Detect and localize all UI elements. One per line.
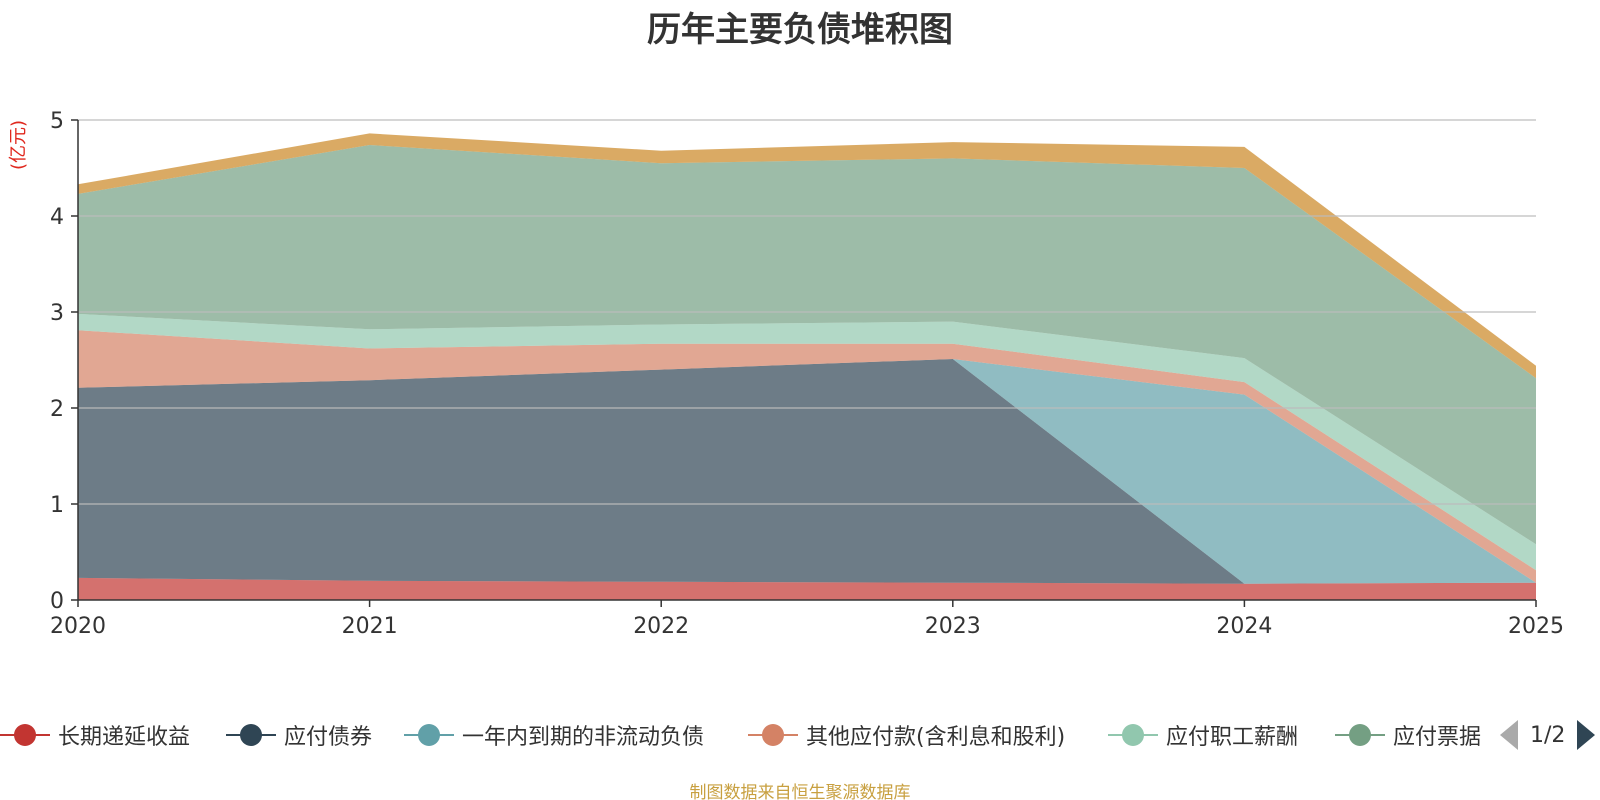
x-tick-label-2021: 2021 bbox=[342, 614, 398, 639]
y-tick-label-1: 1 bbox=[50, 493, 64, 518]
y-tick-label-5: 5 bbox=[50, 109, 64, 134]
legend-label: 一年内到期的非流动负债 bbox=[462, 725, 705, 750]
legend-items: 长期递延收益 应付债券 一年内到期的非流动负债 其他应付款(含利息和股利) 应付职工薪酬… bbox=[0, 718, 1482, 752]
source-note: 制图数据来自恒生聚源数据库 bbox=[689, 783, 911, 800]
legend-marker-icon bbox=[404, 718, 454, 752]
legend-marker-icon bbox=[748, 718, 798, 752]
legend-page-indicator: 1/2 bbox=[1530, 722, 1566, 748]
legend-prev-page-icon[interactable] bbox=[1500, 720, 1518, 750]
legend-item-1[interactable]: 应付债券 bbox=[226, 718, 372, 752]
legend-marker-icon bbox=[1108, 718, 1158, 752]
y-tick-label-3: 3 bbox=[50, 301, 64, 326]
y-axis-unit-label: (亿元) bbox=[8, 120, 29, 170]
stacked-area-chart: 0 1 2 3 4 5 2020 2021 2022 2023 2024 2025 (亿元) bbox=[8, 109, 1564, 639]
legend-next-page-icon[interactable] bbox=[1577, 720, 1596, 750]
legend-marker-icon bbox=[1335, 718, 1385, 752]
legend-item-4[interactable]: 应付职工薪酬 bbox=[1108, 718, 1298, 752]
legend-marker-icon bbox=[0, 718, 50, 752]
chart-title: 历年主要负债堆积图 bbox=[647, 10, 953, 50]
legend-marker-icon bbox=[226, 718, 276, 752]
x-tick-label-2022: 2022 bbox=[633, 614, 689, 639]
legend-label: 应付债券 bbox=[284, 725, 373, 750]
legend-item-5[interactable]: 应付票据 bbox=[1335, 718, 1481, 752]
legend-item-2[interactable]: 一年内到期的非流动负债 bbox=[404, 718, 704, 752]
legend-label: 其他应付款(含利息和股利) bbox=[806, 725, 1066, 750]
x-tick-label-2024: 2024 bbox=[1216, 614, 1272, 639]
area-series-1 bbox=[78, 359, 1536, 584]
area-series-3 bbox=[78, 330, 1536, 583]
y-tick-label-4: 4 bbox=[50, 205, 64, 230]
legend-label: 应付票据 bbox=[1393, 725, 1482, 750]
x-tick-label-2025: 2025 bbox=[1508, 614, 1564, 639]
legend-item-3[interactable]: 其他应付款(含利息和股利) bbox=[748, 718, 1065, 752]
legend-pager: 1/2 bbox=[1500, 718, 1596, 752]
x-tick-label-2023: 2023 bbox=[925, 614, 981, 639]
x-tick-label-2020: 2020 bbox=[50, 614, 106, 639]
area-series-0 bbox=[78, 577, 1536, 600]
legend-label: 应付职工薪酬 bbox=[1166, 725, 1299, 750]
area-series-5 bbox=[78, 145, 1536, 545]
legend-label: 长期递延收益 bbox=[58, 725, 191, 750]
y-tick-label-0: 0 bbox=[50, 589, 64, 614]
legend: 长期递延收益 应付债券 一年内到期的非流动负债 其他应付款(含利息和股利) 应付职工薪酬… bbox=[0, 718, 1600, 752]
legend-item-0[interactable]: 长期递延收益 bbox=[0, 718, 190, 752]
y-tick-label-2: 2 bbox=[50, 397, 64, 422]
area-series-2 bbox=[78, 359, 1536, 584]
